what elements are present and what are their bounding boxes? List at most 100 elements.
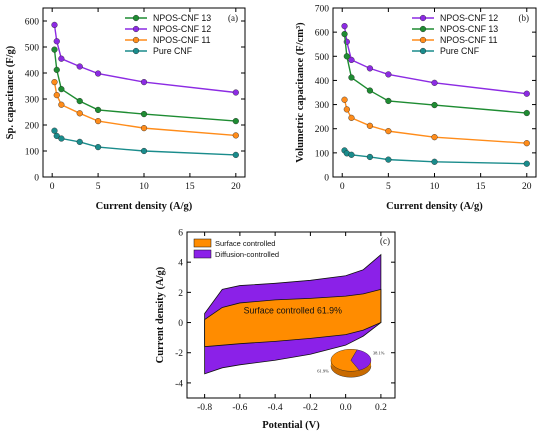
data-point bbox=[385, 71, 392, 78]
data-point bbox=[366, 87, 374, 94]
y-tick-label: -2 bbox=[175, 349, 183, 359]
x-tick-label: 0.0 bbox=[340, 403, 352, 413]
legend-marker bbox=[132, 47, 140, 55]
x-tick-label: 15 bbox=[476, 182, 486, 192]
data-point bbox=[51, 21, 58, 29]
panel-label: (c) bbox=[380, 236, 390, 246]
data-point bbox=[140, 147, 148, 155]
data-point bbox=[51, 127, 58, 134]
y-tick-label: 400 bbox=[315, 77, 330, 87]
data-point bbox=[348, 74, 355, 81]
y-axis-label: Current density (A/g) bbox=[155, 266, 166, 363]
area-annotation: Surface controlled 61.9% bbox=[244, 305, 342, 315]
x-tick-label: 20 bbox=[231, 182, 241, 192]
y-tick-label: 200 bbox=[25, 122, 40, 132]
x-tick-label: 20 bbox=[522, 182, 532, 192]
data-point bbox=[94, 70, 102, 77]
data-point bbox=[523, 90, 530, 97]
data-point bbox=[76, 63, 83, 70]
legend-marker bbox=[419, 36, 427, 44]
x-tick-label: 10 bbox=[430, 182, 440, 192]
legend-label: NPOS-CNF 11 bbox=[153, 35, 211, 45]
y-tick-label: 300 bbox=[25, 96, 40, 106]
data-point bbox=[51, 78, 58, 86]
data-point bbox=[431, 79, 438, 86]
data-point bbox=[232, 151, 239, 159]
legend-swatch bbox=[193, 238, 212, 248]
legend-swatch bbox=[193, 249, 212, 259]
y-tick-label: 400 bbox=[25, 70, 40, 80]
pie-label-surface: 61.9% bbox=[317, 368, 329, 373]
series-line bbox=[343, 34, 527, 114]
panel-label: (a) bbox=[228, 13, 238, 23]
x-axis-label: Current density (A/g) bbox=[386, 201, 483, 212]
x-tick-label: 15 bbox=[185, 182, 195, 192]
x-tick-label: 0.2 bbox=[375, 403, 387, 413]
data-point bbox=[53, 132, 60, 140]
data-point bbox=[140, 110, 148, 118]
legend-label: NPOS-CNF 13 bbox=[440, 24, 498, 34]
data-point bbox=[58, 86, 65, 93]
data-point bbox=[366, 65, 374, 72]
legend-marker bbox=[419, 47, 427, 55]
plot-frame bbox=[332, 7, 537, 178]
data-point bbox=[341, 23, 348, 30]
y-tick-label: 100 bbox=[315, 149, 330, 159]
data-point bbox=[385, 156, 392, 163]
y-tick-label: 500 bbox=[315, 53, 330, 63]
data-point bbox=[343, 53, 350, 60]
y-tick-label: 200 bbox=[315, 125, 330, 135]
x-axis-label: Potential (V) bbox=[262, 420, 320, 431]
data-point bbox=[431, 101, 438, 109]
data-point bbox=[348, 151, 355, 158]
data-point bbox=[58, 101, 65, 108]
plot-frame bbox=[186, 231, 396, 399]
legend-label: Surface controlled bbox=[215, 239, 275, 248]
x-tick-label: -0.8 bbox=[197, 403, 212, 413]
data-point bbox=[140, 125, 148, 132]
y-tick-label: 500 bbox=[25, 44, 40, 54]
legend-label: Diffusion-controlled bbox=[215, 250, 279, 259]
data-point bbox=[94, 144, 102, 151]
y-axis-label: Volumetric capacitance (F/cm³) bbox=[295, 22, 306, 163]
data-point bbox=[76, 138, 83, 146]
x-tick-label: -0.6 bbox=[232, 403, 247, 413]
data-point bbox=[58, 135, 65, 142]
x-tick-label: -0.2 bbox=[303, 403, 318, 413]
data-point bbox=[140, 78, 148, 86]
legend-label: Pure CNF bbox=[440, 46, 480, 56]
data-point bbox=[94, 106, 102, 114]
surface-controlled-area bbox=[204, 288, 382, 348]
panel-label: (b) bbox=[519, 13, 530, 23]
y-tick-label: 4 bbox=[178, 259, 183, 269]
legend-marker bbox=[419, 14, 427, 22]
data-point bbox=[385, 128, 392, 135]
panel-c-chart: -0.8 -0.6 -0.4 -0.2 0.0 0.2 -4 -2 0 2 4 6 Surface co… bbox=[155, 229, 396, 431]
data-point bbox=[366, 122, 374, 129]
x-tick-label: -0.4 bbox=[268, 403, 283, 413]
x-tick-label: 5 bbox=[96, 182, 101, 192]
data-point bbox=[343, 106, 350, 113]
x-tick-label: 0 bbox=[340, 182, 345, 192]
y-tick-label: 2 bbox=[178, 289, 183, 299]
data-point bbox=[348, 114, 355, 121]
data-point bbox=[341, 96, 348, 103]
data-point bbox=[51, 46, 58, 53]
data-point bbox=[385, 97, 392, 105]
data-point bbox=[76, 110, 83, 117]
legend-marker bbox=[132, 36, 140, 44]
pie-label-diffusion: 38.1% bbox=[373, 350, 385, 355]
data-point bbox=[232, 132, 239, 139]
legend-marker bbox=[132, 14, 140, 22]
data-point bbox=[58, 55, 65, 62]
pie-slice-diffusion bbox=[350, 349, 372, 371]
y-tick-label: 600 bbox=[25, 18, 40, 28]
y-tick-label: 600 bbox=[315, 29, 330, 39]
pie-slice-surface bbox=[330, 349, 360, 372]
data-point bbox=[76, 97, 83, 105]
data-point bbox=[53, 66, 60, 73]
data-point bbox=[232, 117, 239, 125]
